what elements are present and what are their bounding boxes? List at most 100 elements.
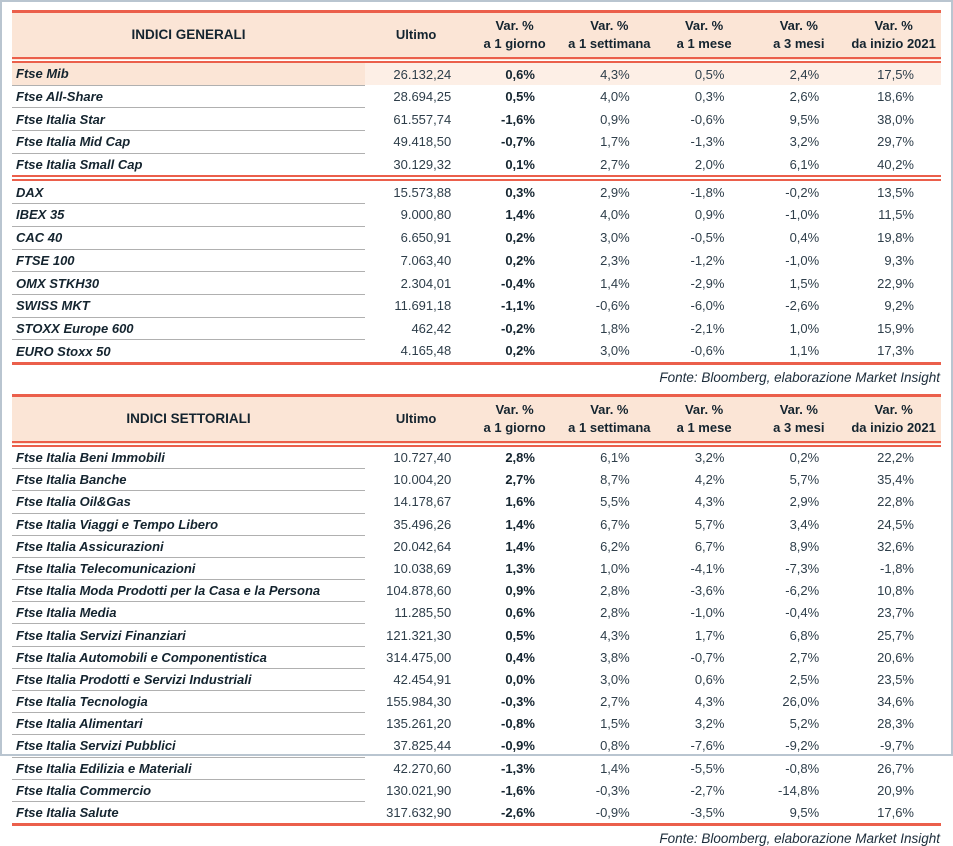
table-row: Ftse Italia Salute 317.632,90 -2,6% -0,9% -3…	[12, 801, 941, 824]
index-value: 3,0%	[600, 671, 630, 687]
index-value: 11.285,50	[394, 605, 452, 621]
index-value: 25,7%	[877, 627, 914, 643]
index-value: -4,1%	[690, 560, 725, 576]
index-value: 4,3%	[600, 627, 630, 643]
index-value: -0,6%	[690, 111, 725, 127]
index-value: 9,3%	[884, 252, 914, 268]
var-label: Var. %	[590, 401, 629, 417]
index-value: -0,8%	[785, 760, 820, 776]
index-value: 1,0%	[600, 560, 630, 576]
column-header-var-ytd-2021: Var. % da inizio 2021	[846, 395, 941, 447]
table-row: Ftse Italia Servizi Finanziari 121.321,30…	[12, 623, 941, 647]
index-value: 0,6%	[505, 605, 535, 621]
index-value: 8,7%	[600, 472, 630, 488]
index-value: -6,0%	[690, 298, 725, 314]
index-name: Ftse Mib	[12, 60, 366, 86]
index-value: 6,7%	[600, 516, 630, 532]
table-row: Ftse Italia Prodotti e Servizi Industria…	[12, 668, 941, 692]
index-value: 42.454,91	[393, 671, 452, 687]
index-value: -9,2%	[785, 738, 820, 754]
index-value: 6,2%	[600, 538, 630, 554]
index-name: Ftse Italia Servizi Pubblici	[12, 734, 366, 758]
table-row: Ftse Italia Moda Prodotti per la Casa e …	[12, 579, 941, 603]
table-row: Ftse Italia Beni Immobili 10.727,40 2,8% 6,…	[12, 443, 941, 470]
index-value: 24,5%	[877, 516, 914, 532]
index-value: 5,5%	[600, 494, 630, 510]
table-row: IBEX 35 9.000,80 1,4% 4,0% 0,9% -1,0% 11,5%	[12, 203, 941, 227]
table-row: Ftse Italia Commercio 130.021,90 -1,6% -0,3…	[12, 779, 941, 802]
index-value: 5,7%	[694, 516, 725, 532]
index-value: 2,5%	[789, 671, 820, 687]
period-label: a 1 settimana	[568, 36, 651, 51]
column-header-var-1-week: Var. % a 1 settimana	[561, 395, 657, 447]
index-value: 0,5%	[505, 89, 535, 105]
index-value: 0,4%	[505, 649, 535, 665]
index-value: 2,7%	[789, 649, 820, 665]
index-value: -1,0%	[785, 207, 820, 223]
index-name: Ftse Italia Star	[12, 107, 366, 132]
index-value: 28,3%	[877, 716, 914, 732]
var-label: Var. %	[684, 401, 724, 417]
index-name: Ftse Italia Oil&Gas	[12, 490, 366, 514]
index-value: 1,0%	[789, 320, 820, 336]
index-value: -2,6%	[785, 298, 820, 314]
index-value: 23,7%	[877, 605, 914, 621]
index-value: 0,2%	[505, 252, 535, 268]
table-row: Ftse Italia Assicurazioni 20.042,64 1,4% 6,…	[12, 535, 941, 558]
period-label: a 3 mesi	[773, 36, 825, 51]
index-value: -1,8%	[880, 560, 914, 576]
sector-table-title: INDICI SETTORIALI	[12, 395, 366, 447]
table-row: Ftse Italia Tecnologia 155.984,30 -0,3% 2,7…	[12, 690, 941, 714]
index-value: 61.557,74	[393, 111, 452, 127]
index-value: -2,1%	[690, 320, 725, 336]
index-value: 0,2%	[789, 450, 820, 466]
index-name: Ftse Italia Moda Prodotti per la Casa e …	[12, 579, 366, 603]
index-value: -0,9%	[501, 738, 535, 754]
index-value: 1,4%	[505, 538, 535, 554]
index-value: 1,8%	[600, 320, 630, 336]
index-value: 2,7%	[600, 694, 630, 710]
column-header-var-3-months: Var. % a 3 mesi	[751, 395, 847, 447]
index-value: 1,4%	[600, 275, 630, 291]
index-value: 17,5%	[846, 60, 941, 86]
index-value: 22,2%	[877, 450, 914, 466]
table-row: FTSE 100 7.063,40 0,2% 2,3% -1,2% -1,0% 9,3%	[12, 249, 941, 273]
index-name: CAC 40	[12, 226, 366, 250]
index-value: 0,2%	[505, 230, 535, 246]
index-value: 20,6%	[877, 649, 914, 665]
index-value: 17,3%	[877, 343, 914, 359]
column-header-var-1-week: Var. % a 1 settimana	[561, 11, 657, 63]
index-value: -0,4%	[785, 605, 820, 621]
index-value: -0,4%	[501, 275, 535, 291]
index-value: 3,0%	[600, 343, 630, 359]
index-value: 4,3%	[694, 494, 725, 510]
index-value: 2,9%	[561, 175, 657, 204]
index-value: 6,1%	[789, 156, 820, 172]
index-value: 9,5%	[789, 804, 820, 820]
index-value: -5,5%	[690, 760, 725, 776]
index-value: 35,4%	[877, 472, 914, 488]
index-value: 2,7%	[600, 156, 630, 172]
index-value: -7,6%	[690, 738, 725, 754]
index-value: 20.042,64	[393, 538, 452, 554]
index-value: 38,0%	[877, 111, 914, 127]
table-row: SWISS MKT 11.691,18 -1,1% -0,6% -6,0% -2,6% 9,…	[12, 294, 941, 318]
index-value: 3,4%	[789, 516, 820, 532]
table-row: Ftse Italia Servizi Pubblici 37.825,44 -0,…	[12, 734, 941, 758]
sector-table-header-row: INDICI SETTORIALI Ultimo Var. % a 1 gior…	[12, 395, 941, 447]
table-row: Ftse Italia Small Cap 30.129,32 0,1% 2,7% 2,…	[12, 153, 941, 178]
table-row: Ftse Italia Oil&Gas 14.178,67 1,6% 5,5% 4,3%…	[12, 490, 941, 514]
index-value: 35.496,26	[393, 516, 452, 532]
general-table-header-row: INDICI GENERALI Ultimo Var. % a 1 giorno…	[12, 11, 941, 63]
index-value: 6.650,91	[400, 230, 452, 246]
index-value: -1,3%	[501, 760, 535, 776]
index-value: 20,9%	[877, 782, 914, 798]
source-note-sector: Fonte: Bloomberg, elaborazione Market In…	[659, 831, 940, 846]
index-value: 1,7%	[694, 627, 725, 643]
index-value: 0,6%	[467, 60, 562, 86]
index-value: 2,8%	[600, 583, 630, 599]
index-value: -0,3%	[595, 782, 630, 798]
column-header-var-1-month: Var. % a 1 mese	[656, 395, 752, 447]
index-value: 2.304,01	[400, 275, 452, 291]
index-value: 11,5%	[878, 207, 914, 223]
